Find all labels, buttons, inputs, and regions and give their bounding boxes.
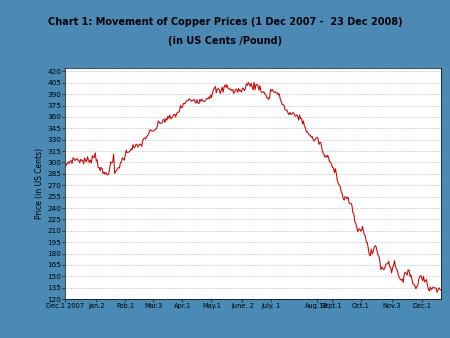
Y-axis label: Price (in US Cents): Price (in US Cents) xyxy=(36,148,45,219)
Text: (in US Cents /Pound): (in US Cents /Pound) xyxy=(168,35,282,46)
Text: Chart 1: Movement of Copper Prices (1 Dec 2007 -  23 Dec 2008): Chart 1: Movement of Copper Prices (1 De… xyxy=(48,17,402,27)
